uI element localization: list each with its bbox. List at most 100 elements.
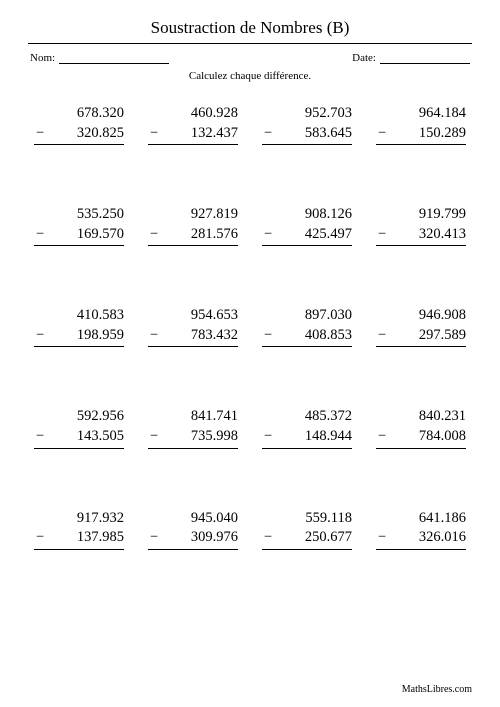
- subtrahend-row: − 150.289: [376, 124, 466, 146]
- minuend: 592.956: [34, 407, 124, 427]
- name-label: Nom:: [30, 52, 55, 64]
- minuend: 841.741: [148, 407, 238, 427]
- minus-operator: −: [34, 225, 44, 245]
- subtrahend: 281.576: [191, 225, 238, 245]
- subtraction-problem: 841.741− 735.998: [148, 407, 238, 448]
- subtraction-problem: 559.118− 250.677: [262, 509, 352, 550]
- minuend: 485.372: [262, 407, 352, 427]
- subtrahend-row: − 783.432: [148, 326, 238, 348]
- minuend: 952.703: [262, 104, 352, 124]
- subtraction-problem: 908.126−425.497: [262, 205, 352, 246]
- minus-operator: −: [262, 326, 272, 346]
- subtraction-problem: 919.799− 320.413: [376, 205, 466, 246]
- worksheet-page: Soustraction de Nombres (B) Nom: Date: C…: [0, 0, 500, 707]
- subtrahend-row: − 408.853: [262, 326, 352, 348]
- subtrahend-row: −326.016: [376, 528, 466, 550]
- subtraction-problem: 946.908−297.589: [376, 306, 466, 347]
- minuend: 897.030: [262, 306, 352, 326]
- subtrahend-row: − 148.944: [262, 427, 352, 449]
- minus-operator: −: [148, 326, 158, 346]
- subtrahend: 425.497: [305, 225, 352, 245]
- minus-operator: −: [148, 124, 158, 144]
- subtraction-problem: 485.372− 148.944: [262, 407, 352, 448]
- meta-row: Nom: Date:: [28, 52, 472, 64]
- minus-operator: −: [262, 124, 272, 144]
- subtrahend: 297.589: [419, 326, 466, 346]
- subtraction-problem: 678.320−320.825: [34, 104, 124, 145]
- problem-grid: 678.320−320.825460.928−132.437952.703−58…: [28, 104, 472, 550]
- date-field: Date:: [352, 52, 470, 64]
- subtrahend: 250.677: [305, 528, 352, 548]
- subtrahend: 735.998: [191, 427, 238, 447]
- subtraction-problem: 964.184− 150.289: [376, 104, 466, 145]
- subtrahend: 198.959: [77, 326, 124, 346]
- subtrahend: 143.505: [77, 427, 124, 447]
- date-blank-line[interactable]: [380, 53, 470, 64]
- subtrahend-row: − 143.505: [34, 427, 124, 449]
- minus-operator: −: [262, 528, 272, 548]
- subtraction-problem: 927.819−281.576: [148, 205, 238, 246]
- subtrahend: 784.008: [419, 427, 466, 447]
- subtrahend-row: − 425.497: [262, 225, 352, 247]
- minuend: 946.908: [376, 306, 466, 326]
- instruction-text: Calculez chaque différence.: [28, 70, 472, 82]
- subtrahend: 783.432: [191, 326, 238, 346]
- minuend: 954.653: [148, 306, 238, 326]
- minuend: 919.799: [376, 205, 466, 225]
- minuend: 927.819: [148, 205, 238, 225]
- minuend: 535.250: [34, 205, 124, 225]
- minus-operator: −: [262, 225, 272, 245]
- subtrahend: 320.413: [419, 225, 466, 245]
- minuend: 917.932: [34, 509, 124, 529]
- subtrahend-row: − 250.677: [262, 528, 352, 550]
- minuend: 641.186: [376, 509, 466, 529]
- name-field: Nom:: [30, 52, 169, 64]
- minus-operator: −: [376, 225, 386, 245]
- subtrahend-row: − 735.998: [148, 427, 238, 449]
- name-blank-line[interactable]: [59, 53, 169, 64]
- minus-operator: −: [34, 528, 44, 548]
- subtrahend-row: − 198.959: [34, 326, 124, 348]
- subtraction-problem: 952.703−583.645: [262, 104, 352, 145]
- subtrahend-row: − 132.437: [148, 124, 238, 146]
- minus-operator: −: [376, 124, 386, 144]
- subtrahend-row: −137.985: [34, 528, 124, 550]
- minuend: 559.118: [262, 509, 352, 529]
- subtrahend-row: −281.576: [148, 225, 238, 247]
- subtraction-problem: 954.653− 783.432: [148, 306, 238, 347]
- subtrahend: 320.825: [77, 124, 124, 144]
- subtraction-problem: 535.250− 169.570: [34, 205, 124, 246]
- minuend: 410.583: [34, 306, 124, 326]
- subtraction-problem: 945.040− 309.976: [148, 509, 238, 550]
- minus-operator: −: [376, 427, 386, 447]
- subtrahend-row: −297.589: [376, 326, 466, 348]
- subtrahend: 150.289: [419, 124, 466, 144]
- subtrahend-row: −320.825: [34, 124, 124, 146]
- subtrahend-row: − 784.008: [376, 427, 466, 449]
- minus-operator: −: [148, 528, 158, 548]
- minus-operator: −: [262, 427, 272, 447]
- subtrahend: 326.016: [419, 528, 466, 548]
- minuend: 945.040: [148, 509, 238, 529]
- page-title: Soustraction de Nombres (B): [28, 18, 472, 44]
- subtrahend: 132.437: [191, 124, 238, 144]
- subtrahend: 408.853: [305, 326, 352, 346]
- subtraction-problem: 641.186−326.016: [376, 509, 466, 550]
- subtrahend-row: − 309.976: [148, 528, 238, 550]
- minus-operator: −: [34, 427, 44, 447]
- subtrahend: 148.944: [305, 427, 352, 447]
- minuend: 460.928: [148, 104, 238, 124]
- subtraction-problem: 897.030− 408.853: [262, 306, 352, 347]
- minus-operator: −: [148, 427, 158, 447]
- footer-credit: MathsLibres.com: [402, 684, 472, 695]
- subtrahend: 309.976: [191, 528, 238, 548]
- subtrahend-row: −583.645: [262, 124, 352, 146]
- subtrahend: 169.570: [77, 225, 124, 245]
- subtraction-problem: 460.928− 132.437: [148, 104, 238, 145]
- minuend: 964.184: [376, 104, 466, 124]
- subtrahend-row: − 169.570: [34, 225, 124, 247]
- subtraction-problem: 410.583− 198.959: [34, 306, 124, 347]
- subtraction-problem: 840.231−784.008: [376, 407, 466, 448]
- minuend: 678.320: [34, 104, 124, 124]
- minus-operator: −: [34, 326, 44, 346]
